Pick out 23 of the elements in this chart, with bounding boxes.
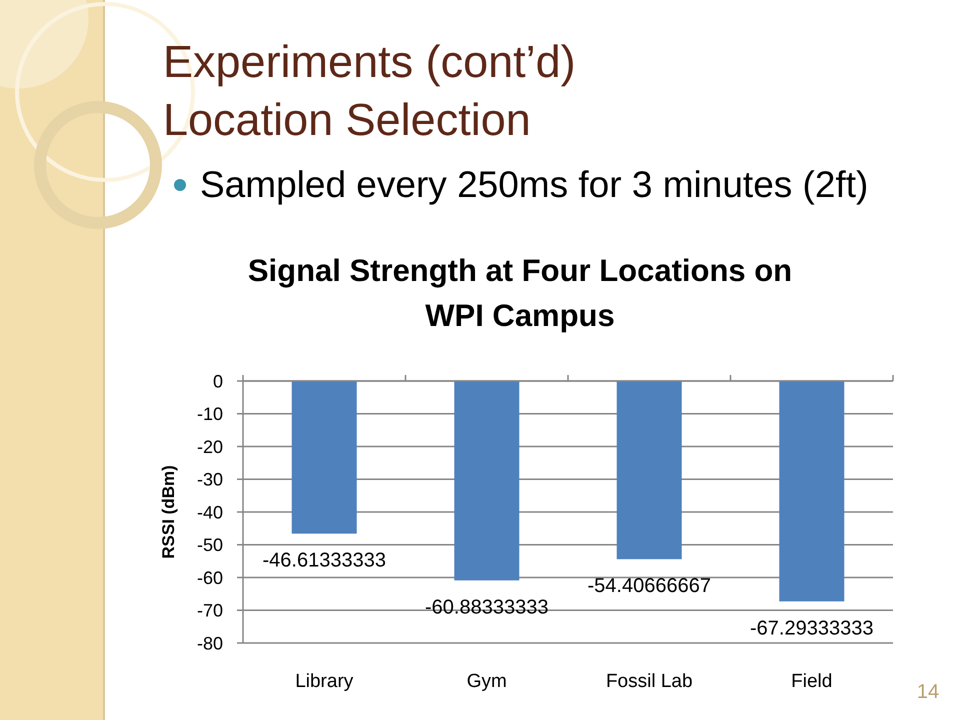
data-label: -46.61333333 [262, 550, 386, 572]
y-tick-label: -40 [196, 502, 223, 522]
text: Experiments (cont’d) [163, 36, 576, 87]
y-tick-label: -10 [196, 404, 223, 424]
y-tick-label: -70 [196, 600, 223, 621]
x-tick-label: Fossil Lab [606, 671, 693, 692]
x-tick-label: Library [295, 671, 354, 692]
y-tick-label: -30 [196, 470, 223, 490]
data-label: -67.29333333 [750, 617, 874, 640]
y-tick-label: -60 [196, 568, 223, 588]
x-tick-label: Field [791, 671, 832, 692]
y-tick-label: -50 [196, 535, 223, 556]
y-tick-label: -20 [196, 436, 223, 457]
y-tick-label: 0 [212, 371, 223, 392]
text: 14 [916, 681, 940, 703]
text: Sampled every 250ms for 3 minutes (2ft) [200, 164, 868, 205]
data-label: -60.88333333 [425, 596, 548, 618]
text: Location Selection [163, 94, 531, 145]
data-label: -54.40666667 [588, 575, 711, 598]
y-axis-title: RSSI (dBm) [159, 465, 178, 559]
x-tick-label: Gym [466, 671, 507, 692]
y-tick-label: -80 [196, 633, 223, 654]
chart-title: Signal Strength at Four Locations on WPI Campus [248, 253, 792, 333]
